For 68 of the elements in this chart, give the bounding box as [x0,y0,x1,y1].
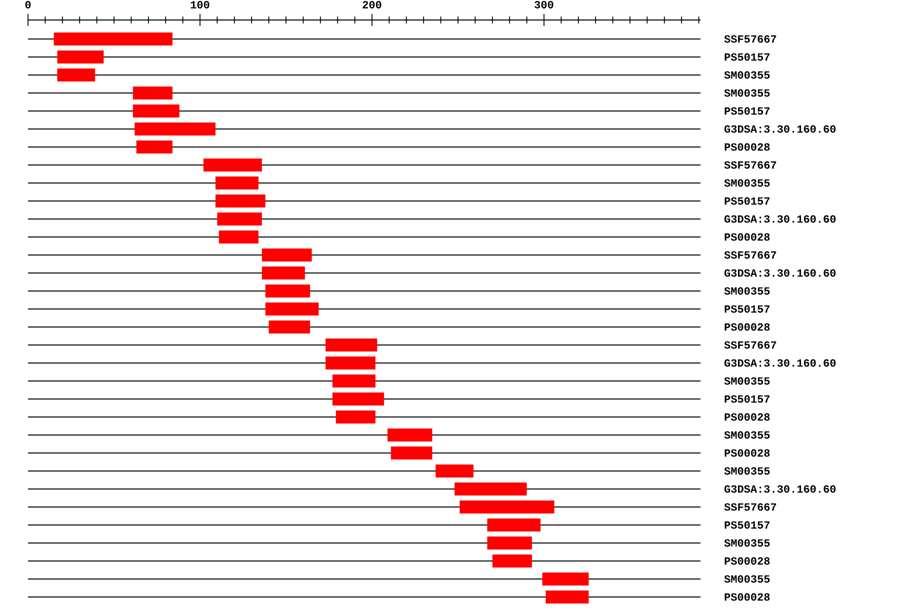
y-tick-label: SM00355 [724,287,770,295]
bar [336,410,376,424]
y-tick-label: SSF57667 [724,503,776,511]
y-tick-label: PS50157 [724,521,770,529]
bar [487,518,541,532]
y-tick-label: SM00355 [724,575,770,583]
y-tick-label: SM00355 [724,539,770,547]
y-tick-label: PS50157 [724,53,770,61]
y-tick-label: PS50157 [724,197,770,205]
bar [332,374,376,388]
y-tick-label: G3DSA:3.30.160.60 [724,125,836,133]
bar [132,104,180,118]
bar [390,446,432,460]
y-tick-label: SSF57667 [724,251,776,259]
x-tick-label: 300 [534,0,554,8]
bar [387,428,432,442]
bar [136,140,172,154]
y-tick-label: SSF57667 [724,341,776,349]
y-tick-label: PS00028 [724,557,770,565]
bar [262,248,312,262]
bar [217,212,262,226]
bar [454,482,527,496]
bar [460,500,554,514]
y-tick-label: SSF57667 [724,35,776,43]
bar [326,338,378,352]
x-tick-label: 200 [362,1,382,8]
bar [262,266,305,280]
y-tick-label: SM00355 [724,431,770,439]
y-tick-label: PS00028 [724,233,770,241]
x-tick-label: 100 [190,1,210,8]
y-tick-label: PS00028 [724,323,770,331]
bar [218,230,258,244]
y-tick-label: PS00028 [724,143,770,151]
bar [326,356,376,370]
bar [487,536,532,550]
y-tick-label: PS50157 [724,107,770,115]
bar [546,590,589,604]
y-tick-label: SM00355 [724,467,770,475]
bar [57,68,96,82]
bar [215,176,258,190]
y-tick-label: SM00355 [724,179,770,187]
bar [54,32,172,46]
bar [436,464,474,478]
bar [215,194,266,208]
bar [492,554,532,568]
bar [542,572,589,586]
x-tick-label: 0 [25,1,31,8]
bar [265,302,319,316]
y-tick-label: SM00355 [724,377,770,385]
bar [203,158,262,172]
y-tick-label: G3DSA:3.30.160.60 [724,485,836,493]
bar [332,392,384,406]
bar [132,86,172,100]
y-tick-label: SM00355 [724,71,770,79]
y-tick-label: PS50157 [724,395,770,403]
bar [134,122,216,136]
y-tick-label: SM00355 [724,89,770,97]
y-tick-label: PS00028 [724,593,770,601]
y-tick-label: SSF57667 [724,161,776,169]
y-tick-label: PS00028 [724,413,770,421]
y-tick-label: PS50157 [724,305,770,313]
y-tick-label: G3DSA:3.30.160.60 [724,359,836,367]
y-tick-label: PS00028 [724,449,770,457]
y-tick-label: G3DSA:3.30.160.60 [724,215,836,223]
bar [268,320,310,334]
y-tick-label: G3DSA:3.30.160.60 [724,269,836,277]
bar [265,284,310,298]
bar [57,50,104,64]
